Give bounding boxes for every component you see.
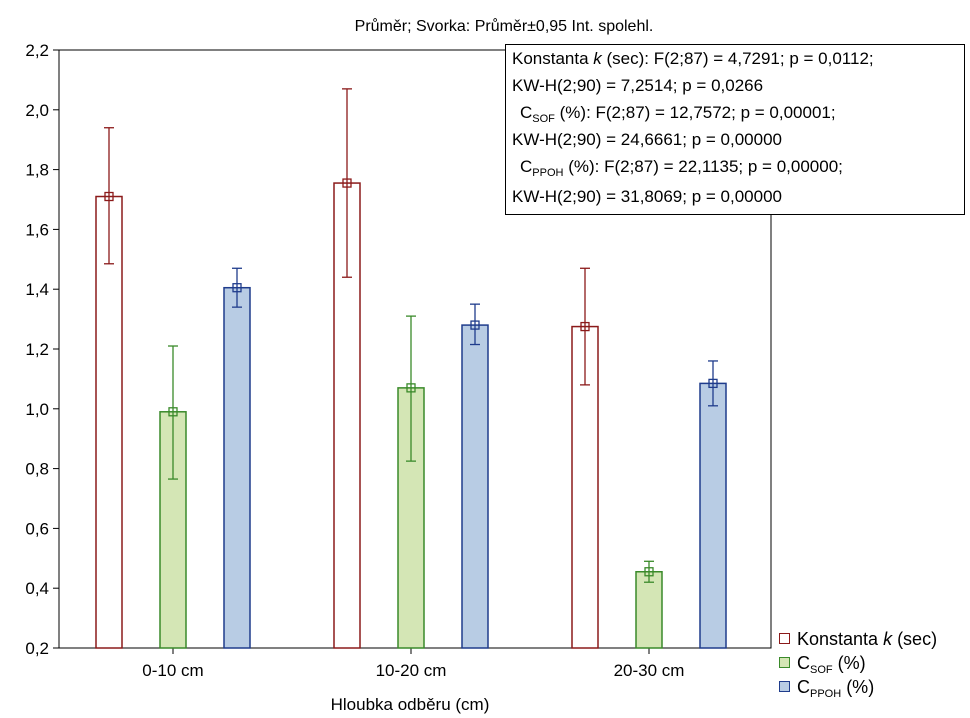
x-tick-label: 10-20 cm — [376, 661, 447, 680]
mean-marker — [708, 378, 718, 389]
bar — [461, 324, 489, 649]
annotation-text: (%): F(2;87) = 22,1135; p = 0,00000; — [563, 157, 843, 176]
annotation-line-5: CPPOH (%): F(2;87) = 22,1135; p = 0,0000… — [520, 157, 843, 179]
annotation-line-2: KW-H(2;90) = 7,2514; p = 0,0266 — [512, 76, 764, 95]
y-tick-label: 2,2 — [25, 41, 49, 60]
y-tick-label: 1,2 — [25, 340, 49, 359]
mean-marker — [470, 320, 480, 330]
annotation-line-3: CSOF (%): F(2;87) = 12,7572; p = 0,00001… — [520, 103, 836, 125]
bar — [699, 382, 727, 649]
mean-marker — [406, 383, 416, 393]
mean-marker — [580, 321, 590, 332]
legend-swatch-cppoh — [779, 681, 790, 692]
annotation-line-4: KW-H(2;90) = 24,6661; p = 0,00000 — [512, 130, 782, 149]
mean-marker — [342, 178, 352, 188]
legend-text: C — [797, 653, 810, 673]
annotation-text: (sec): F(2;87) = 4,7291; p = 0,0112; — [601, 49, 874, 68]
legend-swatch-konstanta-k — [779, 633, 790, 644]
x-tick-label: 0-10 cm — [142, 661, 203, 680]
y-axis: 0,2 0,4 0,6 0,8 1,0 1,2 1,4 1,6 1,8 2,0 2,2 — [25, 41, 59, 658]
annotation-text: (%): F(2;87) = 12,7572; p = 0,00001; — [554, 103, 836, 122]
y-tick-label: 0,8 — [25, 460, 49, 479]
y-tick-label: 1,0 — [25, 400, 49, 419]
legend-label: Konstanta k (sec) — [797, 628, 937, 650]
legend-text: (%) — [841, 677, 875, 697]
mean-marker — [104, 191, 114, 202]
bar — [95, 195, 123, 649]
bar-series-group — [95, 88, 727, 649]
legend-subscript: PPOH — [810, 688, 842, 700]
bar — [333, 182, 361, 649]
legend-text: Konstanta — [797, 629, 884, 649]
bar — [223, 286, 251, 649]
annotation-text: C — [520, 157, 533, 176]
mean-marker — [168, 407, 178, 417]
x-axis: 0-10 cm 10-20 cm 20-30 cm — [142, 648, 684, 680]
y-tick-label: 1,4 — [25, 280, 49, 299]
legend-text: (sec) — [892, 629, 938, 649]
y-tick-label: 1,6 — [25, 220, 49, 239]
annotation-text: Konstanta — [512, 49, 594, 68]
legend-text: (%) — [832, 653, 866, 673]
statistics-annotation-box: Konstanta k (sec): F(2;87) = 4,7291; p =… — [505, 44, 965, 215]
y-tick-label: 0,2 — [25, 639, 49, 658]
bar — [635, 571, 663, 649]
mean-marker — [644, 567, 654, 577]
y-tick-label: 0,4 — [25, 579, 49, 598]
y-tick-label: 2,0 — [25, 101, 49, 120]
annotation-symbol-k: k — [593, 49, 602, 68]
annotation-line-6: KW-H(2;90) = 31,8069; p = 0,00000 — [512, 187, 782, 206]
legend-text: C — [797, 677, 810, 697]
annotation-line-1: Konstanta k (sec): F(2;87) = 4,7291; p =… — [512, 49, 874, 69]
legend-symbol-k: k — [883, 629, 893, 649]
annotation-text: C — [520, 103, 533, 122]
y-tick-label: 0,6 — [25, 519, 49, 538]
y-tick-label: 1,8 — [25, 161, 49, 180]
annotation-subscript: SOF — [532, 113, 555, 125]
chart-title: Průměr; Svorka: Průměr±0,95 Int. spolehl… — [355, 17, 654, 35]
x-axis-label: Hloubka odběru (cm) — [331, 695, 490, 714]
mean-marker — [232, 283, 242, 293]
x-tick-label: 20-30 cm — [614, 661, 685, 680]
annotation-subscript: PPOH — [532, 167, 564, 179]
legend-label: CPPOH (%) — [797, 676, 874, 701]
legend-swatch-csof — [779, 657, 790, 668]
legend-subscript: SOF — [810, 664, 833, 676]
legend-label: CSOF (%) — [797, 652, 866, 677]
